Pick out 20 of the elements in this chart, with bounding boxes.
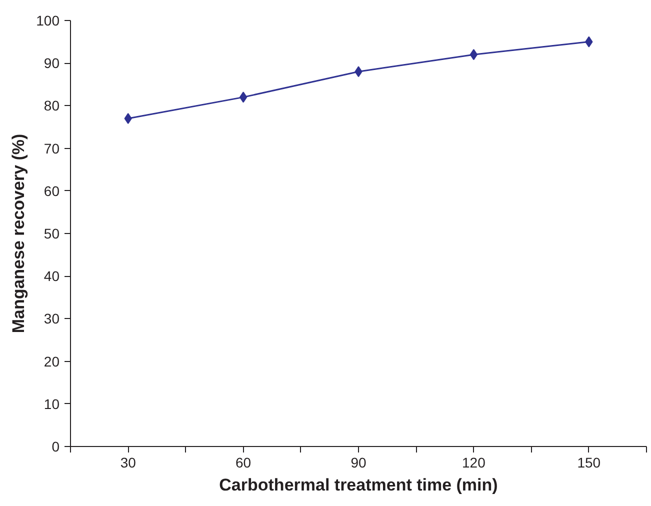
x-tick-label: 60: [236, 454, 252, 470]
y-tick-label: 10: [44, 396, 60, 412]
y-tick-label: 60: [44, 182, 60, 199]
x-tick-label: 90: [350, 454, 366, 470]
point: [470, 49, 478, 60]
y-tick-label: 70: [44, 140, 60, 156]
point: [239, 92, 248, 103]
y-tick-label: 30: [44, 310, 60, 327]
y-tick-label: 80: [44, 98, 60, 114]
y-tick-label: 20: [44, 353, 60, 370]
x-tick-label: 30: [120, 454, 136, 470]
x-tick-label: 120: [462, 454, 486, 470]
y-tick-label: 90: [44, 55, 60, 72]
y-axis-title: Manganese recovery (%): [9, 134, 28, 334]
x-axis-title: Carbothermal treatment time (min): [219, 476, 498, 494]
y-tick-label: 0: [52, 438, 60, 454]
y-tick-label: 50: [44, 226, 60, 242]
y-tick-label: 40: [44, 268, 60, 284]
y-tick-label: 100: [36, 12, 60, 28]
x-tick-label: 150: [577, 454, 601, 470]
